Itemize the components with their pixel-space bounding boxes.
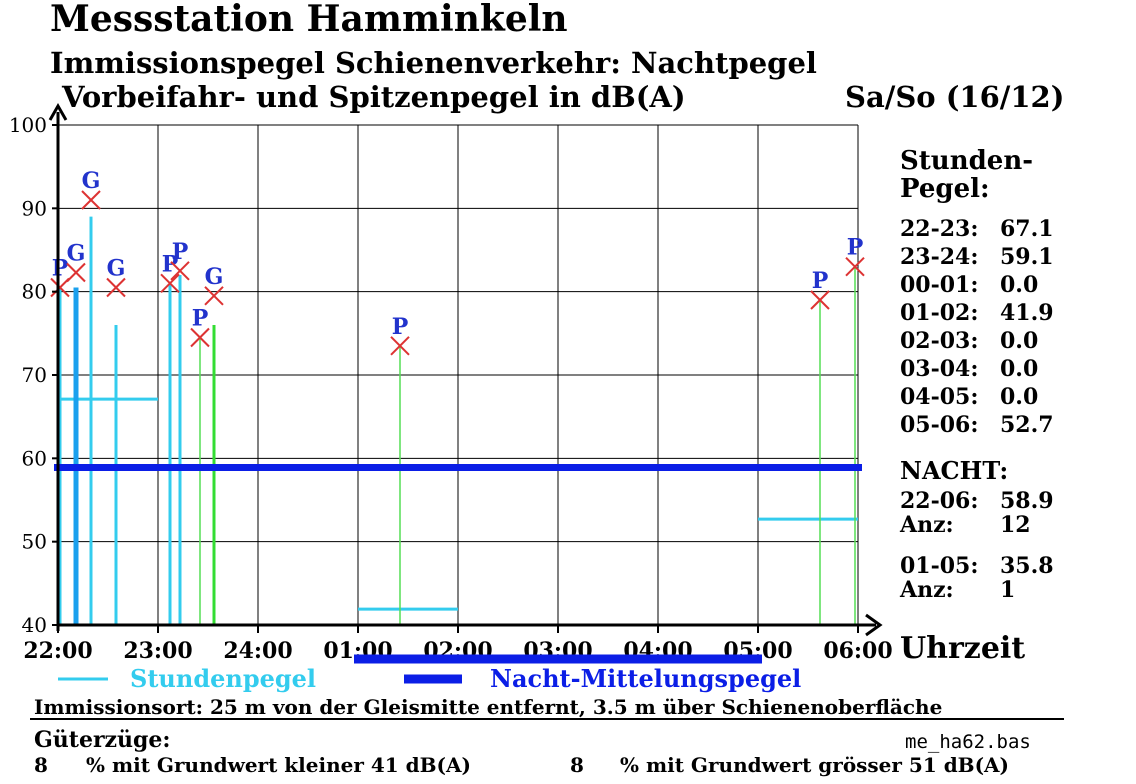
x-tick-label: 22:00 <box>23 638 92 664</box>
anz-label: Anz: <box>900 512 954 538</box>
event-type-label: P <box>847 235 864 261</box>
peak-marker <box>204 286 224 306</box>
core-range: 01-05: <box>900 553 979 579</box>
hour-label: 22-23: <box>900 216 979 242</box>
core-value: 35.8 <box>1000 553 1054 579</box>
peak-marker <box>160 273 180 294</box>
event-type-label: G <box>205 264 224 290</box>
hour-value: 41.9 <box>1000 300 1054 326</box>
x-axis-arrow <box>865 613 883 637</box>
y-axis-arrow <box>48 102 68 121</box>
hour-label: 00-01: <box>900 272 979 298</box>
hour-value: 0.0 <box>1000 272 1039 298</box>
hour-label: 01-02: <box>900 300 979 326</box>
event-type-label: P <box>52 256 69 282</box>
pct-low-text: % mit Grundwert kleiner 41 dB(A) <box>86 753 471 777</box>
pct-high-number: 8 <box>570 753 584 777</box>
immissionsort-text: Immissionsort: 25 m von der Gleismitte e… <box>34 695 943 719</box>
y-tick-label: 100 <box>9 113 47 137</box>
peak-marker <box>170 261 190 281</box>
pct-high-text: % mit Grundwert grösser 51 dB(A) <box>620 753 1010 777</box>
hour-label: 23-24: <box>900 244 979 270</box>
x-tick-label: 24:00 <box>223 638 292 664</box>
event-type-label: P <box>812 268 829 294</box>
x-axis-label: Uhrzeit <box>900 631 1025 666</box>
nacht-title: NACHT: <box>900 456 1009 485</box>
hour-label: 03-04: <box>900 356 979 382</box>
event-type-label: G <box>107 256 126 282</box>
peak-marker <box>190 327 210 348</box>
page-subtitle: Immissionspegel Schienenverkehr: Nachtpe… <box>50 46 817 80</box>
event-type-label: P <box>172 239 189 265</box>
event-type-label: P <box>192 306 209 332</box>
page-title: Messstation Hamminkeln <box>50 0 568 40</box>
peak-marker <box>845 256 865 277</box>
peak-marker <box>106 277 126 298</box>
pct-low-number: 8 <box>34 753 48 777</box>
x-tick-label: 23:00 <box>123 638 192 664</box>
gueterzuege-label: Güterzüge: <box>34 727 171 753</box>
hour-value: 67.1 <box>1000 216 1054 242</box>
peak-marker <box>50 277 70 298</box>
event-type-label: P <box>392 314 409 340</box>
hour-value: 59.1 <box>1000 244 1054 270</box>
y-tick-label: 70 <box>22 363 47 387</box>
legend-label-nacht-mittelungspegel: Nacht-Mittelungspegel <box>490 664 801 693</box>
nacht-range: 22-06: <box>900 488 979 514</box>
hour-label: 02-03: <box>900 328 979 354</box>
core-anz-label: Anz: <box>900 577 954 603</box>
hour-value: 0.0 <box>1000 384 1039 410</box>
x-tick-label: 06:00 <box>823 638 892 664</box>
hour-label: 05-06: <box>900 412 979 438</box>
peak-marker <box>390 336 410 356</box>
hour-value: 0.0 <box>1000 356 1039 382</box>
stunden-title-2: Pegel: <box>900 174 990 204</box>
event-type-label: P <box>162 251 179 277</box>
y-tick-label: 60 <box>22 446 47 470</box>
y-tick-label: 90 <box>22 196 47 220</box>
event-type-label: G <box>82 168 101 194</box>
file-name: me_ha62.bas <box>905 731 1031 753</box>
anz-value: 12 <box>1000 512 1031 538</box>
core-anz-value: 1 <box>1000 577 1016 603</box>
event-type-label: G <box>67 241 86 267</box>
peak-marker <box>81 190 101 210</box>
hour-value: 0.0 <box>1000 328 1039 354</box>
peak-marker <box>810 290 830 310</box>
chart-title: Vorbeifahr- und Spitzenpegel in dB(A) <box>62 80 686 114</box>
stunden-title-1: Stunden- <box>900 146 1034 176</box>
y-tick-label: 40 <box>22 613 47 637</box>
hour-value: 52.7 <box>1000 412 1054 438</box>
y-tick-label: 80 <box>22 280 47 304</box>
peak-marker <box>66 262 86 283</box>
period-label: Sa/So (16/12) <box>845 80 1065 114</box>
legend-label-stundenpegel: Stundenpegel <box>130 664 316 693</box>
hour-label: 04-05: <box>900 384 979 410</box>
y-tick-label: 50 <box>22 530 47 554</box>
nacht-value: 58.9 <box>1000 488 1054 514</box>
